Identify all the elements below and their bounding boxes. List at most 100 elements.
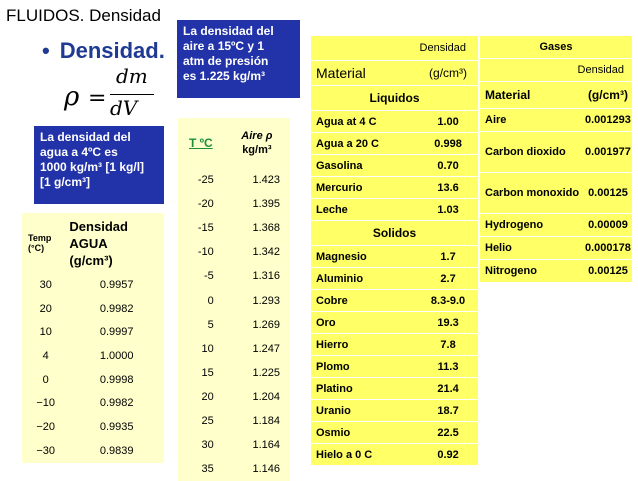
- table-row: 35 1.146: [178, 457, 290, 481]
- header-line: (g/cm³): [69, 252, 113, 268]
- slide-title: FLUIDOS. Densidad: [6, 6, 161, 25]
- water-note-line: [1 g/cm³]: [40, 175, 91, 189]
- table-row: 30 1.164: [178, 433, 290, 457]
- water-density-cell: 1.0000: [99, 349, 134, 362]
- density-formula: ρ = dm dV: [58, 64, 163, 124]
- air-temp-cell: -25: [197, 174, 214, 187]
- material-header: Material: [311, 60, 419, 86]
- air-density-cell: 1.368: [252, 222, 280, 235]
- header-line: AGUA: [69, 235, 108, 251]
- solids-section-title: Solidos: [311, 220, 478, 246]
- material-density: 1.03: [418, 198, 478, 221]
- gases-material-header: Material: [480, 81, 584, 109]
- water-density-cell: 0.9982: [99, 397, 134, 410]
- formula-fraction-bar: [110, 94, 154, 95]
- air-note-line: atm de presión: [183, 54, 269, 68]
- material-name: Platino: [311, 377, 419, 400]
- section-row: Liquidos: [311, 85, 478, 111]
- gas-density: 0.001977: [583, 131, 632, 173]
- gas-name: Helio: [480, 236, 584, 260]
- formula-rho: ρ: [64, 82, 80, 112]
- gas-density: 0.000178: [583, 236, 632, 260]
- table-row: Gasolina 0.70: [311, 154, 478, 177]
- material-name: Cobre: [311, 289, 419, 312]
- table-row: -5 1.316: [178, 264, 290, 288]
- air-temp-cell: 0: [207, 294, 214, 307]
- water-density-header: Densidad AGUA (g/cm³): [69, 213, 164, 273]
- liquids-section-title: Liquidos: [311, 85, 478, 111]
- table-header-row: Material (g/cm³): [311, 60, 478, 86]
- table-row: Hydrogeno 0.00009: [480, 213, 632, 237]
- material-density: 2.7: [418, 267, 478, 290]
- header-line: Temp: [28, 233, 52, 243]
- material-density: 18.7: [418, 399, 478, 422]
- air-density-cell: 1.184: [252, 414, 280, 427]
- material-name: Agua a 20 C: [311, 132, 419, 155]
- table-row: Carbon monoxido 0.00125: [480, 172, 632, 214]
- header-line: Aire: [241, 130, 263, 142]
- air-density-cell: 1.247: [252, 342, 280, 355]
- air-temp-cell: 20: [201, 390, 214, 403]
- material-density: 19.3: [418, 311, 478, 334]
- material-name: Mercurio: [311, 176, 419, 199]
- table-row: Hierro 7.8: [311, 333, 478, 356]
- gas-name: Hydrogeno: [480, 213, 584, 237]
- air-temp-header: T ºC: [189, 136, 213, 150]
- gases-title: Gases: [480, 36, 632, 59]
- bullet-label: Densidad.: [59, 38, 165, 63]
- gas-name: Aire: [480, 108, 584, 132]
- air-temp-cell: 25: [201, 414, 214, 427]
- unit-header: (g/cm³): [418, 60, 478, 86]
- gas-density: 0.001293: [583, 108, 632, 132]
- table-row: Cobre 8.3-9.0: [311, 289, 478, 312]
- header-rho: ρ: [265, 130, 273, 142]
- water-temp-cell: 4: [42, 349, 49, 362]
- table-header-row: Densidad: [311, 36, 478, 61]
- material-name: Uranio: [311, 399, 419, 422]
- water-temp-cell: −20: [36, 420, 56, 433]
- air-temp-cell: 10: [201, 342, 214, 355]
- water-temp-cell: 20: [39, 302, 52, 315]
- bullet-densidad: • Densidad.: [42, 38, 165, 64]
- table-row: 15 1.225: [178, 361, 290, 385]
- table-row: Osmio 22.5: [311, 421, 478, 444]
- air-density-cell: 1.293: [252, 294, 280, 307]
- air-temp-cell: 35: [201, 463, 214, 476]
- water-temp-cell: 0: [42, 373, 49, 386]
- header-line: kg/m³: [242, 144, 272, 156]
- table-row: −20 0.9935: [22, 415, 164, 439]
- air-density-cell: 1.423: [252, 174, 280, 187]
- table-row: Mercurio 13.6: [311, 176, 478, 199]
- table-row: 25 1.184: [178, 409, 290, 433]
- table-row: 20 1.204: [178, 385, 290, 409]
- material-density: 1.7: [418, 245, 478, 268]
- formula-denominator: dV: [110, 96, 138, 120]
- table-row: Leche 1.03: [311, 198, 478, 221]
- gas-density: 0.00009: [583, 213, 632, 237]
- air-temp-cell: 5: [207, 318, 214, 331]
- table-row: 10 0.9997: [22, 320, 164, 344]
- air-density-cell: 1.164: [252, 439, 280, 452]
- table-row: −30 0.9839: [22, 439, 164, 463]
- material-name: Hielo a 0 C: [311, 443, 419, 466]
- table-row: Helio 0.000178: [480, 236, 632, 260]
- table-row: Agua at 4 C 1.00: [311, 110, 478, 133]
- air-density-cell: 1.316: [252, 270, 280, 283]
- water-density-cell: 0.9982: [99, 302, 134, 315]
- material-density: 0.70: [418, 154, 478, 177]
- formula-equals: =: [88, 86, 107, 111]
- air-note-line: es 1.225 kg/m³: [183, 69, 266, 83]
- table-row: 30 0.9957: [22, 273, 164, 297]
- water-note-line: 1000 kg/m³ [1 kg/l]: [40, 160, 145, 174]
- table-row: Carbon dioxido 0.001977: [480, 131, 632, 173]
- water-note-line: agua a 4ºC es: [40, 145, 118, 159]
- table-row: 0 1.293: [178, 288, 290, 312]
- table-row: −10 0.9982: [22, 391, 164, 415]
- table-row: 4 1.0000: [22, 344, 164, 368]
- air-density-header: Aire ρ kg/m³: [224, 118, 290, 168]
- gas-name: Carbon dioxido: [480, 131, 584, 173]
- table-row: Nitrogeno 0.00125: [480, 259, 632, 283]
- gases-table: Gases Densidad Material (g/cm³) Aire 0.00…: [480, 36, 632, 283]
- gas-density: 0.00125: [583, 259, 632, 283]
- table-row: Aluminio 2.7: [311, 267, 478, 290]
